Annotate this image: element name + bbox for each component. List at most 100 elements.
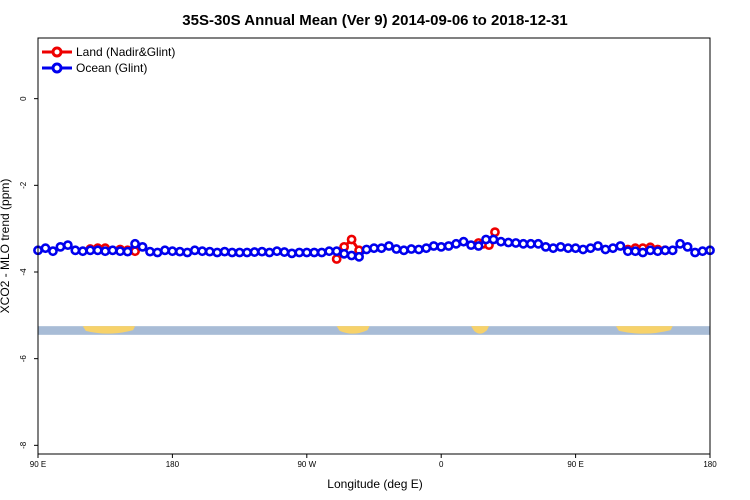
data-point [436,241,447,252]
data-point [346,234,357,245]
data-point [122,246,133,257]
data-point [145,246,155,257]
data-point [518,238,529,249]
data-point [85,245,96,256]
data-point [690,247,700,258]
data-point [578,244,588,255]
map-strip [38,326,710,335]
data-point [197,246,208,257]
legend-marker-ocean [51,62,63,74]
data-point [167,246,178,257]
data-point [622,246,633,257]
data-point [369,243,379,254]
data-point [481,234,491,245]
data-point [525,238,536,249]
data-point [675,238,686,249]
y-tick-label: 0 [19,96,28,101]
data-point [406,244,417,254]
series-ocean [33,234,715,262]
data-point [600,244,611,255]
data-point [339,248,350,259]
data-point [331,246,342,257]
data-point [279,247,290,257]
x-tick-label: 180 [166,460,180,469]
data-point [272,246,282,257]
x-tick-label: 90 W [297,460,316,469]
data-point [249,247,260,257]
data-point [234,247,245,258]
map-land [82,326,136,334]
data-point [555,241,566,252]
data-point [490,227,500,238]
data-point [55,241,66,252]
data-point [100,246,111,257]
data-point [70,245,81,256]
map-ocean [38,326,710,335]
data-point [354,251,364,262]
x-tick-label: 0 [439,460,444,469]
data-point [219,246,230,257]
data-point [473,241,484,251]
data-point [391,244,402,254]
x-tick-label: 180 [703,460,717,469]
y-tick-label: -8 [19,441,28,449]
data-point [697,246,708,257]
data-point [331,254,342,264]
data-point [630,246,641,257]
data-point [189,245,200,256]
data-point [533,238,544,249]
data-point [428,241,439,251]
data-point [115,246,126,257]
map-land [336,326,370,334]
data-point [503,237,514,248]
data-point [204,246,215,257]
data-point [174,246,185,257]
data-point [585,243,596,254]
data-point [137,241,148,252]
data-point [466,240,476,251]
data-point [637,247,648,258]
data-point [660,245,671,256]
data-point [563,243,574,254]
series-layer [33,227,715,264]
data-point [182,247,193,258]
data-point [294,247,305,258]
data-point [615,241,626,251]
legend-entry-land: Land (Nadir&Glint) [42,45,175,59]
data-point [107,245,118,256]
data-point [548,243,559,254]
data-point [160,245,170,256]
data-point [309,247,320,258]
data-point [48,246,58,257]
y-tick-label: -2 [19,181,28,189]
data-point [316,247,327,258]
data-point [451,238,462,249]
x-axis: 90 E 180 90 W 0 90 E 180 [30,454,717,469]
data-point [77,246,88,257]
data-point [593,241,603,251]
data-point [346,250,357,261]
legend-label-land: Land (Nadir&Glint) [76,45,175,59]
data-point [682,241,693,252]
data-point [510,238,521,248]
data-point [212,247,223,258]
data-point [488,234,499,245]
data-point [62,240,73,251]
chart-title: 35S-30S Annual Mean (Ver 9) 2014-09-06 t… [182,12,567,29]
data-point [667,245,678,256]
data-point [257,246,267,257]
data-point [361,244,372,255]
data-point [421,243,432,254]
data-point [286,248,297,259]
data-point [152,247,163,258]
data-point [540,241,551,252]
plot-frame [37,37,711,455]
data-point [413,244,424,255]
legend-entry-ocean: Ocean (Glint) [42,61,147,75]
data-point [398,245,409,256]
data-point [130,238,140,249]
data-point [458,236,469,247]
legend-label-ocean: Ocean (Glint) [76,61,147,75]
data-point [608,243,618,254]
data-point [264,247,275,258]
